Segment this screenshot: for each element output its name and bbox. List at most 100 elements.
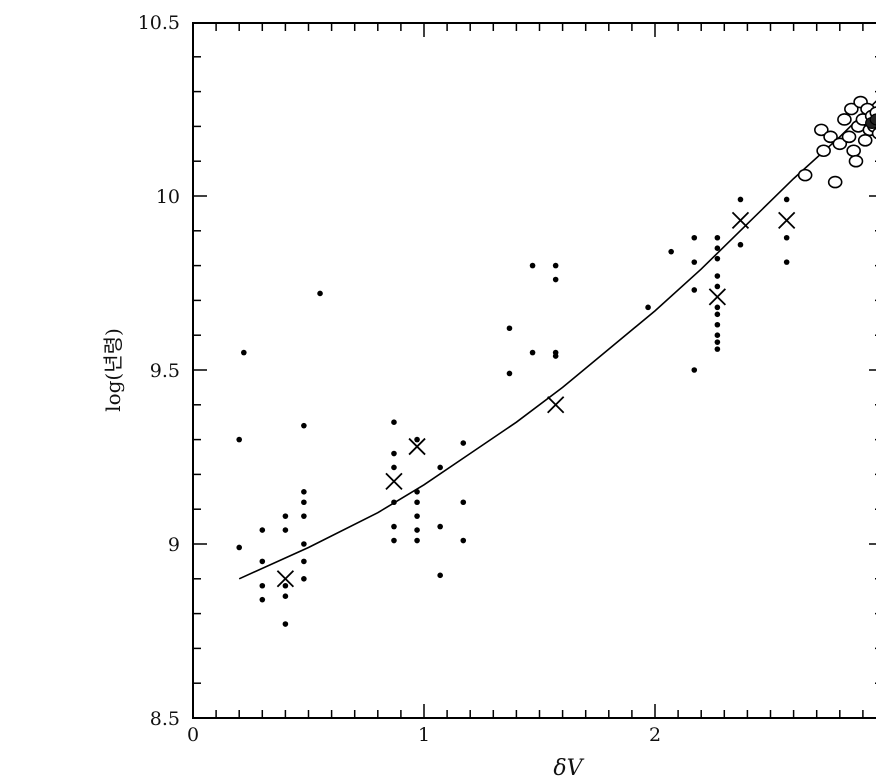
data-point-dot [414,513,420,519]
data-point-cross [276,570,295,588]
data-point-open-circle [844,102,859,116]
data-point-dot [714,273,721,279]
data-point-dot [391,523,397,530]
data-point-open-circle [814,123,829,137]
data-point-dot [317,290,323,297]
data-point-dot [714,245,721,251]
data-point-dot [506,325,513,332]
data-points [236,95,876,627]
data-point-cross [731,211,750,229]
y-tick-labels: 8.5 9 9.5 10 10.5 [138,12,180,730]
data-point-open-circle [848,154,864,168]
data-point-dot [460,537,467,544]
data-point-cross [778,211,796,229]
data-point-dot [414,499,420,506]
data-point-dot [668,248,674,255]
data-point-dot [391,450,397,457]
x-tick-labels: 0 1 2 [187,724,661,746]
fit-curve [238,100,876,580]
data-point-open-circle [871,127,876,140]
data-point-dot [301,558,307,565]
x-tick-label: 0 [187,724,199,746]
data-point-dot [437,572,443,579]
y-axis-label: log(년령) [101,328,125,412]
data-point-dot [391,464,397,471]
data-point-dot [391,419,397,426]
data-point-dot [282,582,289,589]
data-point-open-circle [846,144,861,158]
data-point-open-circle [797,168,813,182]
data-point-dot [714,346,721,352]
data-point-dot [259,558,266,565]
data-point-dot [282,527,289,533]
data-point-dot [714,339,721,345]
data-point-open-circle [841,130,857,144]
data-point-dot [714,304,721,311]
data-point-dot [552,276,559,283]
data-point-dot [301,422,307,429]
data-point-dot [437,523,443,530]
data-point-dot [552,353,559,359]
data-point-dot [737,241,744,248]
data-point-dot [506,370,513,377]
data-point-dot [460,440,467,446]
data-point-dot [414,537,420,544]
data-point-dot [301,513,307,519]
data-point-dot [645,304,651,311]
data-point-dot [460,499,467,506]
plot-frame [192,22,876,719]
x-tick-label: 2 [649,724,661,746]
data-point-dot [241,349,247,356]
data-point-dot [714,321,721,328]
data-point-dot [783,196,790,203]
data-point-dot [414,436,420,443]
data-point-cross [547,396,565,414]
data-point-open-circle [832,137,848,151]
data-point-dot [301,499,307,506]
data-point-dot [714,255,721,262]
minor-ticks [193,23,876,718]
y-tick-label: 9.5 [150,360,180,382]
data-point-dot [301,541,307,547]
data-point-dot [691,234,698,241]
data-point-dot [236,436,242,443]
y-tick-label: 10.5 [138,12,180,34]
data-point-cross [708,288,727,306]
y-tick-label: 8.5 [150,708,180,730]
data-point-dot [783,234,790,241]
data-point-cross [408,437,426,456]
data-point-dot [301,489,307,495]
data-point-dot [737,196,744,203]
data-point-dot [529,262,536,269]
data-point-filled-circle [869,113,876,126]
data-point-dot [691,367,698,373]
data-point-dot [714,311,721,318]
data-point-dot [714,332,721,339]
x-axis-label: δV [553,756,584,781]
data-point-cross [385,472,403,490]
data-point-dot [236,544,242,551]
data-point-dot [783,259,790,265]
data-point-open-circle [823,130,838,144]
data-point-dot [714,234,721,241]
data-point-dot [391,537,397,544]
data-point-dot [691,259,698,265]
data-point-dot [529,349,536,356]
y-tick-label: 9 [168,534,180,556]
data-point-dot [259,582,266,589]
data-point-dot [391,499,397,506]
data-point-open-circle [857,134,873,147]
data-point-dot [282,513,289,519]
data-point-dot [437,464,443,471]
data-point-dot [282,593,289,599]
data-point-dot [691,287,698,293]
data-point-dot [414,527,420,533]
x-tick-label: 1 [418,724,430,746]
data-point-dot [301,576,307,582]
data-point-open-circle [837,113,852,126]
data-point-open-circle [827,175,843,189]
data-point-dot [259,527,266,533]
y-tick-label: 10 [156,186,180,208]
data-point-dot [282,621,289,627]
